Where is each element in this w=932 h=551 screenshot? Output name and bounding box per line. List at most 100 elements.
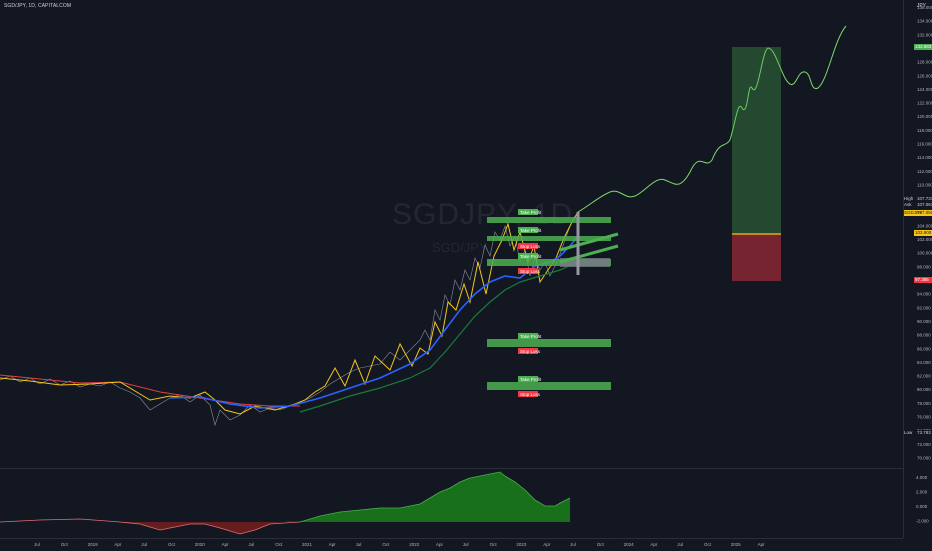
price-tick-label: 132.000 [917, 32, 932, 37]
time-tick-label: Oct [61, 542, 69, 547]
time-tick-label: 2020 [195, 542, 206, 547]
time-tick-label: Oct [275, 542, 283, 547]
time-tick-label: Apr [650, 542, 658, 547]
time-tick-label: Apr [758, 542, 766, 547]
zone-1[interactable] [487, 217, 611, 223]
tp-sl-labels: Take Profit Take Profit Stop Loss Take P… [518, 209, 542, 397]
price-tick-label: 70.000 [917, 455, 931, 460]
price-scale[interactable] [903, 0, 932, 538]
oscillator-line [0, 518, 301, 535]
time-tick-label: Oct [490, 542, 498, 547]
price-series [0, 215, 576, 427]
price-tick-label: 114.000 [917, 155, 932, 160]
time-tick-label: Apr [329, 542, 337, 547]
time-tick-label: Oct [382, 542, 390, 547]
time-tick-label: Jul [356, 542, 362, 547]
price-tick-label: 136.000 [917, 5, 932, 10]
svg-text:Take Profit: Take Profit [520, 228, 542, 233]
time-tick-label: 2024 [624, 542, 635, 547]
zone-4[interactable] [487, 339, 611, 347]
pane-divider[interactable] [0, 468, 903, 469]
svg-text:103.900: 103.900 [915, 230, 932, 235]
price-tick-label: 78.000 [917, 401, 931, 406]
time-tick-label: Oct [168, 542, 176, 547]
price-axis-ticks: 136.000134.000132.000130.000128.000126.0… [917, 5, 932, 460]
price-tick-label: 104.000 [917, 223, 932, 228]
svg-text:Stop Loss: Stop Loss [520, 349, 541, 354]
price-tick-label: 122.000 [917, 101, 932, 106]
time-tick-label: Jul [141, 542, 147, 547]
zone-2[interactable] [487, 236, 611, 241]
svg-text:Take Profit: Take Profit [520, 334, 542, 339]
price-tick-label: 98.000 [917, 264, 931, 269]
time-tick-label: Oct [704, 542, 712, 547]
long-loss-zone[interactable] [732, 234, 781, 281]
price-tick-label: 76.000 [917, 415, 931, 420]
price-tag: 97.385 [914, 277, 932, 283]
price-tag: 133.883 [914, 44, 932, 50]
time-tick-label: 2025 [731, 542, 742, 547]
price-tick-label: 116.000 [917, 142, 932, 147]
time-tick-label: Jul [677, 542, 683, 547]
long-profit-zone[interactable] [732, 47, 781, 234]
price-tick-label: 126.000 [917, 73, 932, 78]
time-tick-label: 2022 [409, 542, 420, 547]
currency-label: JPY [916, 3, 926, 9]
price-tick-label: 134.000 [917, 19, 932, 24]
price-tick-label: 86.000 [917, 346, 931, 351]
time-axis[interactable] [0, 538, 903, 551]
time-tick-label: Apr [543, 542, 551, 547]
watermark-symbol: SGDJPY, 1D [392, 198, 574, 231]
time-tick-label: 2019 [88, 542, 99, 547]
time-tick-label: Apr [222, 542, 230, 547]
svg-text:Ask: Ask [904, 202, 912, 207]
price-tick-label: 100.000 [917, 251, 932, 256]
watermark-description: SGD/JPY [432, 240, 488, 255]
time-tick-label: Jul [570, 542, 576, 547]
svg-text:SGDJPY: SGDJPY [904, 210, 922, 215]
price-tick-label: 94.000 [917, 292, 931, 297]
ma-slow [299, 261, 579, 413]
zone-5[interactable] [487, 382, 611, 390]
svg-text:73.783: 73.783 [917, 430, 931, 435]
svg-text:Stop Loss: Stop Loss [520, 244, 541, 249]
price-tick-label: 124.000 [917, 87, 932, 92]
trendline-1[interactable] [559, 232, 619, 252]
zone-3[interactable] [487, 259, 611, 266]
svg-text:High: High [904, 196, 914, 201]
svg-text:133.883: 133.883 [915, 44, 932, 49]
oscillator-tick-label: 4.000 [916, 475, 928, 480]
price-tick-label: 88.000 [917, 333, 931, 338]
oscillator-positive [300, 472, 570, 522]
svg-text:Take Profit: Take Profit [520, 254, 542, 259]
svg-text:Take Profit: Take Profit [520, 210, 542, 215]
price-tag: Ask 107.067 [903, 202, 932, 208]
price-tick-label: 118.000 [917, 128, 932, 133]
trendline-2[interactable] [559, 244, 619, 264]
time-tick-label: Apr [114, 542, 122, 547]
svg-text:97.385: 97.385 [915, 277, 929, 282]
svg-text:107.067: 107.067 [917, 202, 932, 207]
price-tick-label: 128.000 [917, 60, 932, 65]
price-tick-label: 92.000 [917, 305, 931, 310]
symbol-title[interactable]: SGD/JPY, 1D, CAPITALCOM [4, 3, 72, 9]
price-tag: 103.900 [914, 230, 932, 236]
svg-text:107.050: 107.050 [917, 210, 932, 215]
time-tick-label: Jul [463, 542, 469, 547]
oscillator-tick-label: -2.000 [916, 519, 929, 524]
price-tick-label: 72.000 [917, 442, 931, 447]
time-tick-label: Jul [34, 542, 40, 547]
price-tick-label: 112.000 [917, 169, 932, 174]
price-tag: Low 73.783 [903, 430, 932, 436]
price-tick-label: 82.000 [917, 374, 931, 379]
price-tick-label: 90.000 [917, 319, 931, 324]
time-tick-label: 2023 [516, 542, 527, 547]
time-tick-label: 2021 [302, 542, 313, 547]
price-tick-label: 84.000 [917, 360, 931, 365]
price-tick-label: 102.000 [917, 237, 932, 242]
projection-path [577, 25, 847, 213]
svg-text:Take Profit: Take Profit [520, 377, 542, 382]
oscillator-tick-label: 2.000 [916, 490, 928, 495]
